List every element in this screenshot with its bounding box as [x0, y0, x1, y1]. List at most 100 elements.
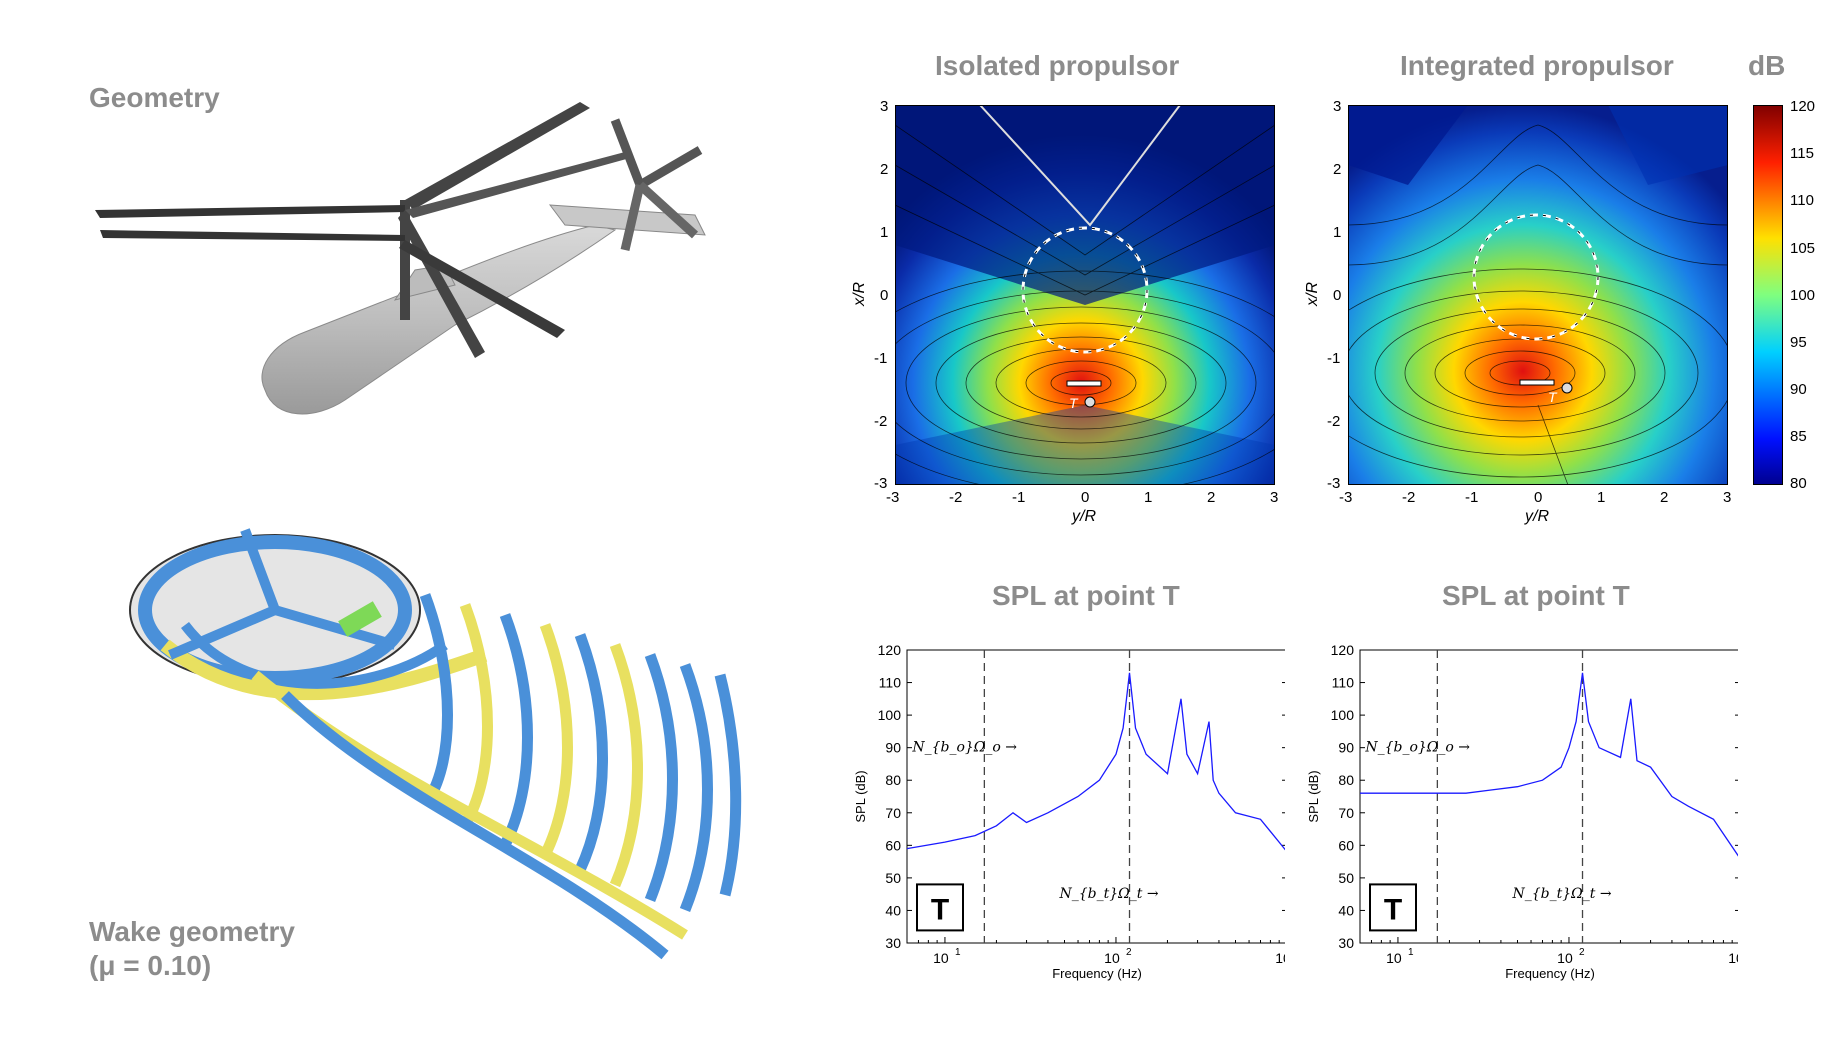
- colorbar-tick: 105: [1790, 240, 1816, 257]
- xtick: -3: [886, 489, 900, 506]
- ytick: -2: [1327, 413, 1341, 430]
- plot-frame: [1359, 649, 1741, 944]
- ytick: 0: [1333, 287, 1342, 304]
- point-t-marker: [1561, 382, 1573, 394]
- wake-label-line1: Wake geometry: [89, 916, 295, 947]
- ytick-label: 80: [885, 772, 901, 788]
- contour-right-title: Integrated propulsor: [1400, 50, 1674, 81]
- xtick: -1: [1465, 489, 1479, 506]
- ytick-label: 100: [1331, 707, 1355, 723]
- xtick: -1: [1012, 489, 1026, 506]
- xtick: 1: [1597, 489, 1606, 506]
- spl-chart-svg: 1201101009080706050403010110210N_{b_o}Ω_…: [853, 642, 1291, 981]
- contour-left-ylabel: x/R: [851, 282, 868, 306]
- spl-right-title: SPL at point T: [1442, 580, 1630, 611]
- ytick-label: 70: [885, 805, 901, 821]
- xtick-label: 10: [1557, 950, 1573, 966]
- ytick-label: 90: [1338, 740, 1354, 756]
- contour-left-title: Isolated propulsor: [935, 50, 1180, 81]
- rotor-blade: [398, 210, 485, 358]
- point-t-box: [916, 883, 964, 932]
- ytick: 1: [880, 224, 889, 241]
- point-t-marker: [1084, 396, 1096, 408]
- xtick-label: 10: [1104, 950, 1120, 966]
- xtick: -3: [1339, 489, 1353, 506]
- spl-ylabel: SPL (dB): [853, 770, 868, 822]
- ytick: -1: [1327, 350, 1341, 367]
- rotor-blade: [405, 152, 630, 218]
- contour-left-xlabel: y/R: [1072, 508, 1096, 525]
- xtick-exponent: 2: [1126, 947, 1132, 958]
- ytick-label: 110: [1332, 675, 1355, 691]
- xtick: 0: [1534, 489, 1543, 506]
- point-t-label: T: [1548, 389, 1558, 405]
- rotor-blade: [100, 230, 405, 241]
- colorbar-tick: 115: [1790, 145, 1814, 162]
- spl-chart-svg: 12011010090807060504030101102103N_{b_o}Ω…: [1306, 642, 1756, 981]
- colorbar-unit: dB: [1748, 50, 1786, 81]
- xtick: 3: [1270, 489, 1279, 506]
- ytick-label: 120: [878, 642, 902, 658]
- ytick-label: 30: [1338, 935, 1354, 951]
- spl-series-line: [906, 672, 1288, 853]
- xtick: 0: [1081, 489, 1090, 506]
- ytick-label: 40: [885, 902, 901, 918]
- annotation-rotor-harmonic: N_{b_o}Ω_o →: [911, 740, 1017, 756]
- wake-geometry-image: [129, 528, 742, 960]
- spl-series-line: [1360, 672, 1741, 859]
- fuselage-shape: [261, 224, 617, 415]
- ytick-label: 100: [878, 707, 902, 723]
- ytick-label: 50: [1338, 870, 1354, 886]
- point-t-label: T: [1069, 395, 1079, 411]
- rotor-blade: [399, 240, 565, 338]
- contour-right-xlabel: y/R: [1525, 508, 1549, 525]
- rotor-blade: [95, 205, 405, 218]
- ytick: 2: [880, 161, 889, 178]
- xtick-label: 10: [1275, 950, 1285, 966]
- ytick: -1: [874, 350, 888, 367]
- xtick: -2: [1402, 489, 1416, 506]
- geometry-label: Geometry: [89, 82, 220, 113]
- ytick: -3: [1327, 475, 1341, 492]
- spl-ylabel: SPL (dB): [1306, 770, 1321, 822]
- wake-label: Wake geometry (μ = 0.10): [89, 915, 295, 983]
- ytick-label: 90: [885, 740, 901, 756]
- ytick-label: 30: [885, 935, 901, 951]
- ytick: 1: [1333, 224, 1342, 241]
- ytick-label: 70: [1338, 805, 1354, 821]
- ytick-label: 60: [885, 837, 901, 853]
- ytick: 2: [1333, 161, 1342, 178]
- colorbar-tick: 110: [1790, 192, 1814, 209]
- ytick: 0: [880, 287, 889, 304]
- ytick: -3: [874, 475, 888, 492]
- ytick: 3: [1333, 98, 1342, 115]
- spl-chart-left: 1201101009080706050403010110210N_{b_o}Ω_…: [845, 640, 1291, 990]
- xtick-exponent: 1: [955, 947, 961, 958]
- colorbar: [1753, 105, 1783, 485]
- plot-frame: [906, 649, 1288, 944]
- rotor-blade: [405, 102, 590, 210]
- annotation-rotor-harmonic: N_{b_o}Ω_o →: [1364, 740, 1470, 756]
- ytick-label: 110: [879, 675, 902, 691]
- annotation-tail-harmonic: N_{b_t}Ω_t →: [1059, 886, 1159, 902]
- contour-right-frame: [1348, 105, 1728, 485]
- spl-xlabel: Frequency (Hz): [1505, 966, 1595, 981]
- xtick-exponent: 1: [1408, 947, 1414, 958]
- spl-xlabel: Frequency (Hz): [1052, 966, 1142, 981]
- colorbar-tick: 100: [1790, 287, 1816, 304]
- ytick: 3: [880, 98, 889, 115]
- wake-label-line2: (μ = 0.10): [89, 950, 212, 981]
- ytick-label: 80: [1338, 772, 1354, 788]
- ytick-label: 60: [1338, 837, 1354, 853]
- colorbar-tick: 120: [1790, 98, 1816, 115]
- point-t-box-label: T: [1384, 893, 1402, 926]
- contour-right-ylabel: x/R: [1304, 282, 1321, 306]
- helicopter-geometry-image: [95, 102, 706, 415]
- xtick: 1: [1144, 489, 1153, 506]
- spl-chart-right: 12011010090807060504030101102103N_{b_o}Ω…: [1298, 640, 1756, 990]
- xtick: 2: [1207, 489, 1216, 506]
- point-t-box-label: T: [931, 893, 949, 926]
- ytick-label: 40: [1338, 902, 1354, 918]
- colorbar-tick: 90: [1790, 381, 1807, 398]
- ytick-label: 50: [885, 870, 901, 886]
